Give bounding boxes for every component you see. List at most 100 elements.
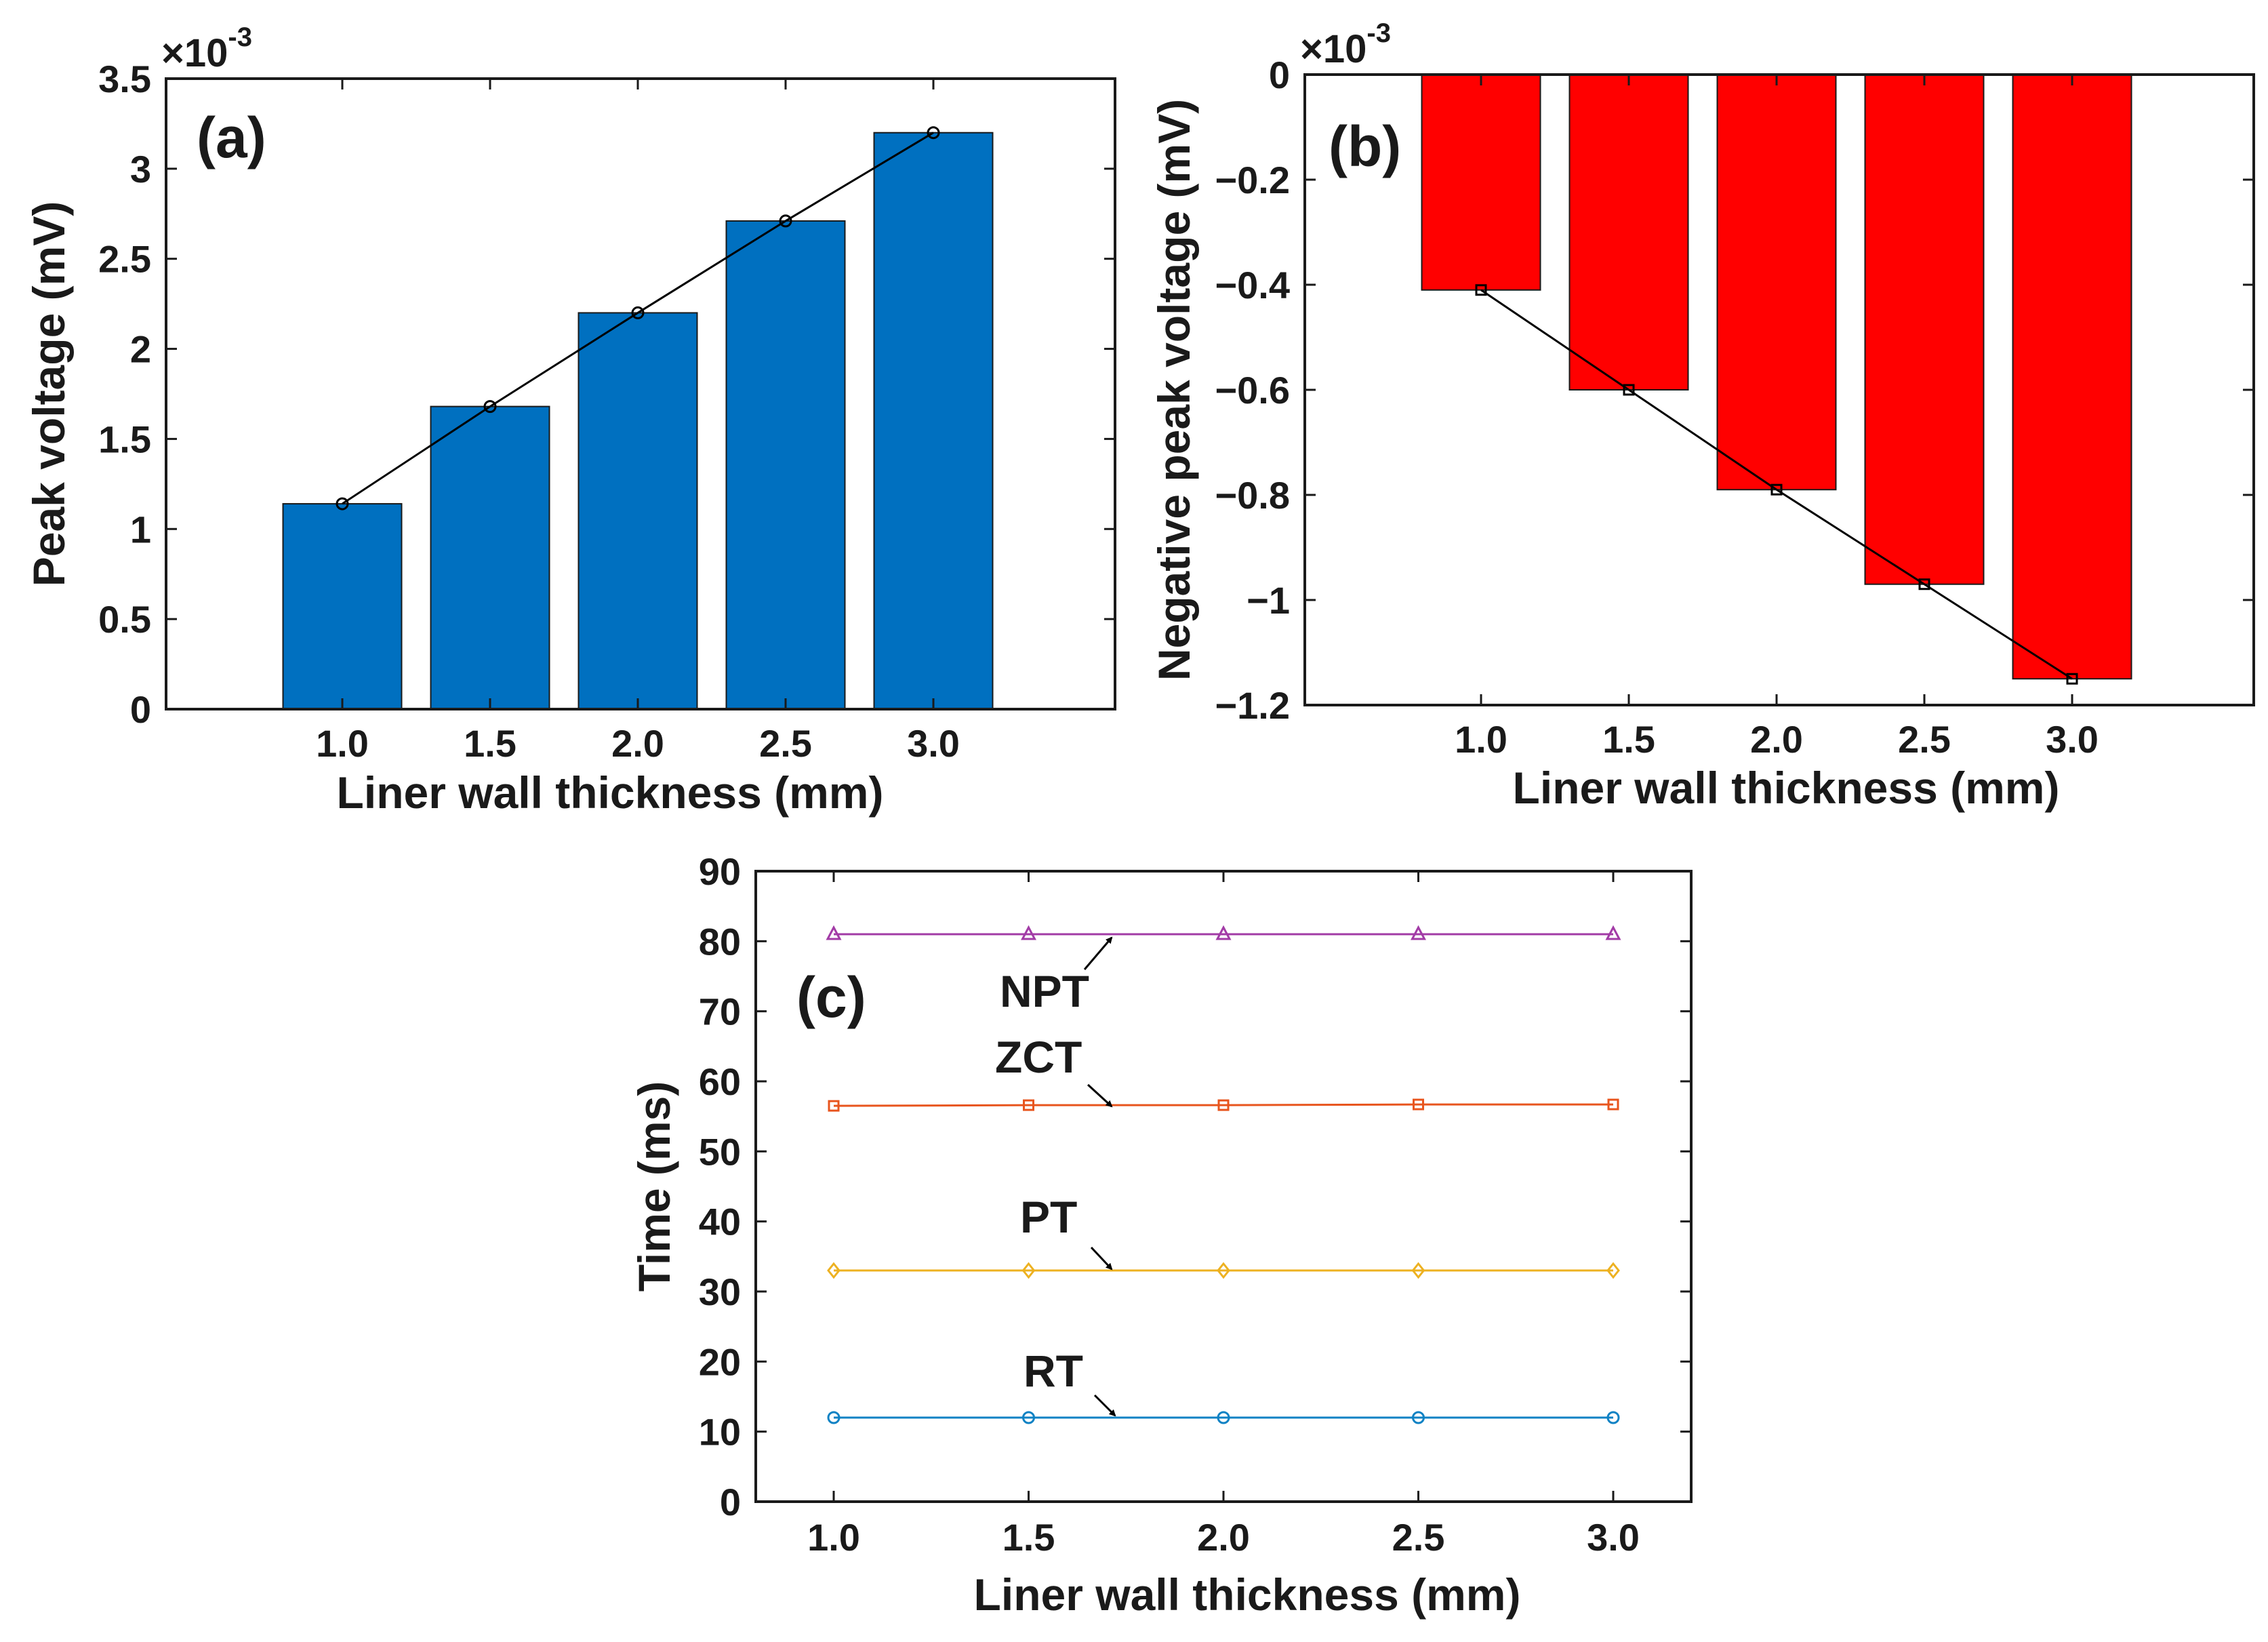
- series-rt-marker: [1022, 1411, 1035, 1424]
- series-npt-marker: [1021, 925, 1036, 940]
- panel-c-xtick-label: 1.0: [807, 1516, 860, 1559]
- zct-callout-arrow: [1087, 1083, 1113, 1108]
- zct-callout: ZCT: [995, 1032, 1113, 1108]
- panel-b-ytick-label: −0.4: [1215, 264, 1290, 306]
- panel-b-bar-3.0: [2012, 74, 2132, 680]
- panel-b-trend-polyline: [1480, 289, 2073, 680]
- panel-b-bars: [1421, 74, 2132, 680]
- npt-callout-label: NPT: [1000, 966, 1089, 1016]
- series-rt-marker: [1412, 1411, 1425, 1424]
- series-pt-marker: [1606, 1262, 1620, 1279]
- pt-callout: PT: [1020, 1192, 1113, 1270]
- zct-callout-label: ZCT: [995, 1032, 1082, 1082]
- panel-c-ytick-label: 10: [699, 1411, 741, 1454]
- panel-b-label: (b): [1329, 115, 1401, 178]
- panel-c-label: (c): [796, 965, 866, 1029]
- panel-b-y-ticks: 0 −0.2 −0.4 −0.6 −0.8 −1 −1.2: [1215, 54, 2254, 727]
- panel-b-x-axis-label: Liner wall thickness (mm): [1513, 763, 2060, 813]
- panel-a-ytick-label: 2.5: [98, 238, 151, 281]
- panel-a-bar-1.5: [430, 405, 550, 710]
- panel-b-ytick-label: −1.2: [1215, 684, 1290, 727]
- panel-b-bar-1.0: [1421, 74, 1541, 291]
- panel-b-bar-2.0: [1716, 74, 1837, 491]
- pt-callout-label: PT: [1020, 1192, 1077, 1242]
- panel-c-series: [826, 925, 1621, 1424]
- panel-c-ytick-label: 80: [699, 920, 741, 963]
- panel-a-ytick-label: 1: [130, 508, 151, 550]
- panel-a-trend-marker-1.5: [483, 400, 497, 414]
- panel-b-y-axis-label: Negative peak voltage (mV): [1149, 99, 1199, 681]
- panel-b-ytick-label: 0: [1269, 54, 1290, 96]
- panel-c-ytick-label: 30: [699, 1270, 741, 1313]
- panel-b-trend-marker-2.5: [1918, 578, 1930, 590]
- npt-callout: NPT: [1000, 936, 1113, 1016]
- panel-b-xtick-label: 2.5: [1898, 718, 1951, 761]
- panel-a-ytick-label: 3.5: [98, 58, 151, 100]
- panel-b-xtick-label: 2.0: [1750, 718, 1803, 761]
- panel-a-xtick-label: 2.5: [759, 722, 812, 765]
- series-pt-marker: [827, 1262, 841, 1279]
- panel-b-trend-line: [1475, 284, 2078, 685]
- panel-b-ytick-label: −0.2: [1215, 159, 1290, 201]
- panel-b-scale-factor: ×10-3: [1300, 18, 1391, 71]
- panel-a-trend-marker-2.5: [779, 214, 792, 228]
- panel-c-ytick-label: 50: [699, 1130, 741, 1173]
- panel-a-scale-factor: ×10-3: [161, 22, 252, 75]
- rt-callout-label: RT: [1024, 1346, 1083, 1396]
- panel-b-x-ticks: 1.0 1.5 2.0 2.5 3.0: [1455, 75, 2099, 761]
- panel-b-ytick-label: −0.8: [1215, 474, 1290, 517]
- panel-a-y-ticks: 0 0.5 1 1.5 2 2.5 3 3.5: [98, 58, 1115, 731]
- panel-c-ytick-label: 70: [699, 990, 741, 1033]
- panel-a-ytick-label: 2: [130, 328, 151, 371]
- panel-c-xtick-label: 1.5: [1003, 1516, 1055, 1559]
- panel-b-ytick-label: −0.6: [1215, 369, 1290, 412]
- panel-a-label: (a): [197, 106, 266, 169]
- panel-a-xtick-label: 1.0: [316, 722, 369, 765]
- panel-a-ytick-label: 0.5: [98, 598, 151, 641]
- panel-a-ytick-label: 3: [130, 148, 151, 191]
- panel-c-xtick-label: 2.5: [1392, 1516, 1445, 1559]
- panel-b-bar-2.5: [1864, 74, 1985, 585]
- panel-b-bar-1.5: [1568, 74, 1689, 391]
- panel-b-xtick-label: 1.5: [1602, 718, 1655, 761]
- panel-a-peak-voltage-chart: 0 0.5 1 1.5 2 2.5 3 3.5 1.0 1.5 2.0 2.5 3.0 (a) ×10…: [24, 22, 1116, 818]
- panel-a-xtick-label: 2.0: [611, 722, 664, 765]
- panel-b-trend-marker-3.0: [2066, 673, 2078, 685]
- panel-b-negative-peak-voltage-chart: 0−0.2−0.4−0.6−0.8−1−1.2 1.0 1.5 2.0 2.5 3.0 …: [1149, 18, 2255, 813]
- panel-a-trend-polyline: [342, 132, 934, 505]
- panel-c-x-axis-label: Liner wall thickness (mm): [974, 1569, 1521, 1620]
- series-zct-marker: [1607, 1098, 1619, 1110]
- panel-b-trend-marker-2.0: [1770, 483, 1783, 496]
- panel-a-xtick-label: 3.0: [907, 722, 960, 765]
- series-rt-marker: [1606, 1411, 1620, 1424]
- series-npt-marker: [826, 925, 842, 940]
- panel-a-bars: [282, 132, 994, 710]
- series-rt-marker: [827, 1411, 841, 1424]
- series-pt-marker: [1217, 1262, 1230, 1279]
- panel-c-ytick-label: 0: [720, 1481, 741, 1523]
- panel-c-xtick-label: 3.0: [1587, 1516, 1640, 1559]
- panel-c-ytick-label: 90: [699, 850, 741, 893]
- series-zct-marker: [828, 1100, 840, 1112]
- series-pt-marker: [1411, 1262, 1425, 1279]
- rt-callout: RT: [1024, 1346, 1116, 1417]
- series-npt-marker: [1215, 925, 1232, 940]
- panel-a-bar-2.5: [725, 220, 846, 710]
- panel-c-axes-box: [754, 870, 1693, 1503]
- panel-a-x-ticks: 1.0 1.5 2.0 2.5 3.0: [316, 79, 960, 765]
- panel-b-trend-marker-1.0: [1475, 284, 1487, 296]
- panel-c-x-ticks: 1.0 1.5 2.0 2.5 3.0: [807, 871, 1640, 1559]
- panel-a-bar-2.0: [578, 312, 698, 710]
- panel-b-xtick-label: 1.0: [1455, 718, 1507, 761]
- panel-a-trend-marker-2.0: [631, 306, 645, 319]
- panel-a-ytick-label: 0: [130, 688, 151, 731]
- panel-b-axes-box: [1303, 73, 2255, 706]
- pt-callout-arrow: [1090, 1246, 1113, 1270]
- series-zct-line: [833, 1103, 1613, 1107]
- panel-c-ytick-label: 20: [699, 1340, 741, 1383]
- panel-a-bar-3.0: [873, 132, 994, 710]
- panel-c-ytick-label: 40: [699, 1201, 741, 1243]
- series-npt-marker: [1605, 925, 1621, 940]
- panel-b-xtick-label: 3.0: [2046, 718, 2099, 761]
